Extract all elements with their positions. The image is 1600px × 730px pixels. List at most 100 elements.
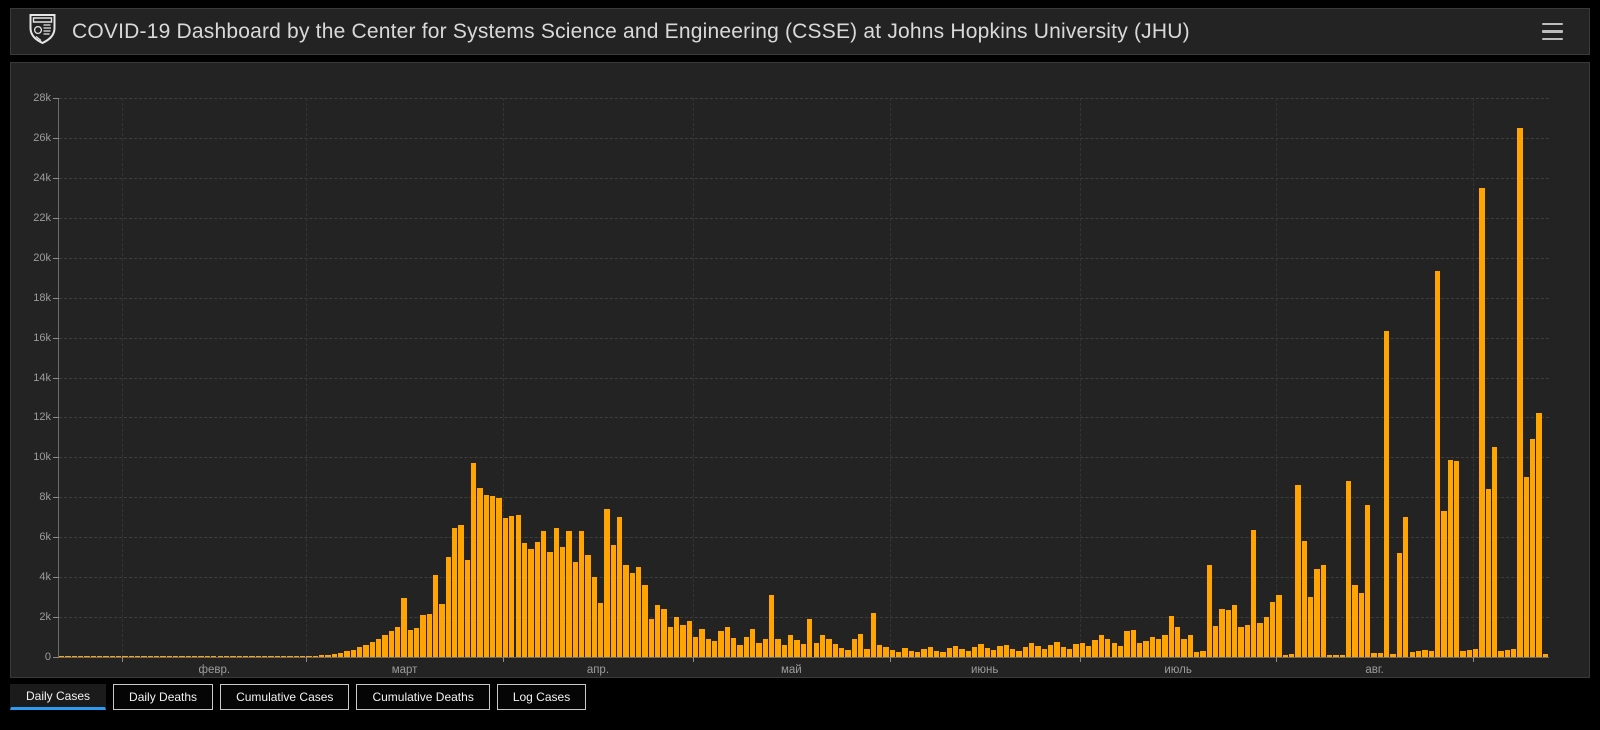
daily-cases-bar[interactable] bbox=[1447, 460, 1453, 657]
daily-cases-bar[interactable] bbox=[173, 656, 179, 657]
daily-cases-bar[interactable] bbox=[217, 656, 223, 657]
daily-cases-bar[interactable] bbox=[1377, 653, 1384, 657]
daily-cases-bar[interactable] bbox=[325, 654, 331, 657]
daily-cases-bar[interactable] bbox=[1200, 651, 1206, 657]
daily-cases-bar[interactable] bbox=[699, 629, 705, 657]
daily-cases-bar[interactable] bbox=[1174, 627, 1181, 657]
daily-cases-bar[interactable] bbox=[1098, 635, 1105, 657]
daily-cases-bar[interactable] bbox=[1225, 610, 1231, 657]
daily-cases-bar[interactable] bbox=[1510, 649, 1517, 657]
daily-cases-bar[interactable] bbox=[249, 656, 255, 657]
daily-cases-bar[interactable] bbox=[731, 638, 737, 657]
daily-cases-bar[interactable] bbox=[857, 634, 864, 657]
daily-cases-bar[interactable] bbox=[78, 656, 84, 657]
daily-cases-bar[interactable] bbox=[610, 545, 616, 657]
daily-cases-bar[interactable] bbox=[750, 629, 756, 657]
tab-cumulative-deaths[interactable]: Cumulative Deaths bbox=[356, 684, 490, 710]
daily-cases-bar[interactable] bbox=[401, 598, 407, 657]
daily-cases-bar[interactable] bbox=[1060, 647, 1067, 657]
daily-cases-bar[interactable] bbox=[572, 562, 578, 657]
daily-cases-bar[interactable] bbox=[655, 605, 661, 657]
daily-cases-bar[interactable] bbox=[299, 656, 306, 657]
daily-cases-bar[interactable] bbox=[534, 542, 540, 657]
daily-cases-bar[interactable] bbox=[578, 531, 585, 657]
daily-cases-bar[interactable] bbox=[490, 496, 496, 657]
daily-cases-bar[interactable] bbox=[433, 575, 439, 657]
daily-cases-bar[interactable] bbox=[306, 656, 312, 657]
daily-cases-bar[interactable] bbox=[940, 652, 946, 657]
tab-cumulative-cases[interactable]: Cumulative Cases bbox=[220, 684, 350, 710]
daily-cases-bar[interactable] bbox=[756, 643, 762, 657]
daily-cases-bar[interactable] bbox=[166, 656, 173, 657]
daily-cases-bar[interactable] bbox=[851, 639, 857, 657]
daily-cases-bar[interactable] bbox=[1346, 481, 1352, 657]
daily-cases-bar[interactable] bbox=[344, 651, 350, 657]
daily-cases-bar[interactable] bbox=[59, 656, 65, 657]
daily-cases-bar[interactable] bbox=[686, 621, 692, 657]
daily-cases-bar[interactable] bbox=[1498, 651, 1504, 657]
daily-cases-bar[interactable] bbox=[147, 656, 154, 657]
daily-cases-bar[interactable] bbox=[1010, 649, 1016, 657]
daily-cases-bar[interactable] bbox=[832, 644, 838, 657]
daily-cases-bar[interactable] bbox=[1295, 485, 1301, 657]
daily-cases-bar[interactable] bbox=[1257, 623, 1263, 657]
daily-cases-bar[interactable] bbox=[1485, 489, 1491, 657]
daily-cases-bar[interactable] bbox=[376, 639, 382, 657]
daily-cases-bar[interactable] bbox=[268, 656, 274, 657]
daily-cases-bar[interactable] bbox=[116, 656, 122, 657]
daily-cases-bar[interactable] bbox=[280, 656, 287, 657]
daily-cases-bar[interactable] bbox=[350, 649, 356, 657]
daily-cases-bar[interactable] bbox=[65, 656, 71, 657]
daily-cases-bar[interactable] bbox=[800, 644, 807, 657]
daily-cases-bar[interactable] bbox=[521, 543, 528, 657]
daily-cases-bar[interactable] bbox=[921, 649, 927, 657]
daily-cases-bar[interactable] bbox=[407, 630, 414, 657]
daily-cases-bar[interactable] bbox=[1263, 617, 1269, 657]
daily-cases-bar[interactable] bbox=[1187, 635, 1193, 657]
daily-cases-bar[interactable] bbox=[1491, 447, 1498, 657]
daily-cases-bar[interactable] bbox=[984, 648, 990, 657]
daily-cases-bar[interactable] bbox=[1384, 330, 1390, 657]
daily-cases-bar[interactable] bbox=[337, 652, 344, 657]
daily-cases-bar[interactable] bbox=[236, 656, 242, 657]
daily-cases-bar[interactable] bbox=[1276, 595, 1282, 657]
daily-cases-bar[interactable] bbox=[1130, 630, 1136, 657]
tab-daily-deaths[interactable]: Daily Deaths bbox=[113, 684, 214, 710]
daily-cases-bar[interactable] bbox=[1149, 637, 1155, 657]
daily-cases-bar[interactable] bbox=[591, 577, 597, 657]
daily-cases-bar[interactable] bbox=[502, 518, 509, 657]
daily-cases-bar[interactable] bbox=[192, 656, 198, 657]
daily-cases-bar[interactable] bbox=[629, 573, 635, 657]
daily-cases-bar[interactable] bbox=[724, 627, 731, 657]
daily-cases-bar[interactable] bbox=[388, 631, 394, 657]
daily-cases-bar[interactable] bbox=[794, 640, 800, 657]
daily-cases-bar[interactable] bbox=[965, 651, 971, 657]
daily-cases-bar[interactable] bbox=[1434, 270, 1441, 657]
daily-cases-bar[interactable] bbox=[1016, 651, 1022, 657]
daily-cases-bar[interactable] bbox=[1320, 565, 1327, 657]
daily-cases-bar[interactable] bbox=[1371, 653, 1377, 657]
daily-cases-bar[interactable] bbox=[97, 656, 103, 657]
daily-cases-bar[interactable] bbox=[179, 656, 185, 657]
daily-cases-bar[interactable] bbox=[261, 656, 268, 657]
daily-cases-bar[interactable] bbox=[959, 649, 965, 657]
daily-cases-bar[interactable] bbox=[889, 650, 895, 657]
daily-cases-bar[interactable] bbox=[90, 656, 96, 657]
daily-cases-bar[interactable] bbox=[680, 625, 686, 657]
daily-cases-bar[interactable] bbox=[1086, 646, 1092, 657]
daily-cases-bar[interactable] bbox=[845, 650, 851, 657]
daily-cases-bar[interactable] bbox=[458, 525, 464, 657]
daily-cases-bar[interactable] bbox=[1117, 646, 1124, 657]
daily-cases-bar[interactable] bbox=[515, 515, 521, 657]
daily-cases-bar[interactable] bbox=[1479, 187, 1485, 657]
daily-cases-bar[interactable] bbox=[1409, 652, 1415, 657]
daily-cases-bar[interactable] bbox=[274, 656, 280, 657]
daily-cases-bar[interactable] bbox=[414, 628, 420, 657]
daily-cases-bar[interactable] bbox=[483, 495, 490, 657]
daily-cases-bar[interactable] bbox=[781, 645, 788, 657]
daily-cases-bar[interactable] bbox=[718, 631, 724, 657]
daily-cases-bar[interactable] bbox=[1029, 643, 1035, 657]
daily-cases-bar[interactable] bbox=[185, 656, 192, 657]
daily-cases-bar[interactable] bbox=[864, 649, 870, 657]
daily-cases-bar[interactable] bbox=[1162, 635, 1168, 657]
